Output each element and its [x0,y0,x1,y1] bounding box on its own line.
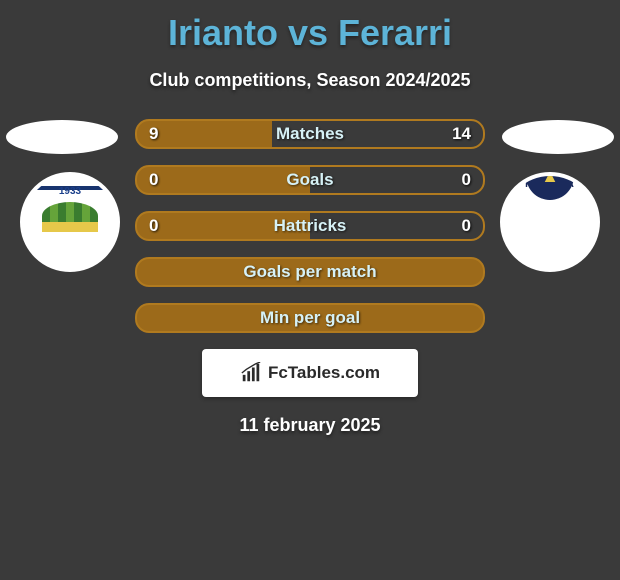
stat-bar: Goals per match [135,257,485,287]
stat-bar: 00Hattricks [135,211,485,241]
stat-label: Goals per match [137,259,483,285]
page-title: Irianto vs Ferarri [0,0,620,54]
brand-box[interactable]: FcTables.com [202,349,418,397]
stat-label: Hattricks [137,213,483,239]
page-subtitle: Club competitions, Season 2024/2025 [0,70,620,91]
stat-bar: Min per goal [135,303,485,333]
stat-bar: 914Matches [135,119,485,149]
stat-label: Matches [137,121,483,147]
brand-text: FcTables.com [268,363,380,383]
stat-label: Goals [137,167,483,193]
stat-label: Min per goal [137,305,483,331]
stat-bar: 00Goals [135,165,485,195]
bar-chart-icon [240,362,262,384]
stat-bars: 914Matches 00Goals 00Hattricks Goals per ma… [135,119,485,333]
date-text: 11 february 2025 [0,415,620,436]
